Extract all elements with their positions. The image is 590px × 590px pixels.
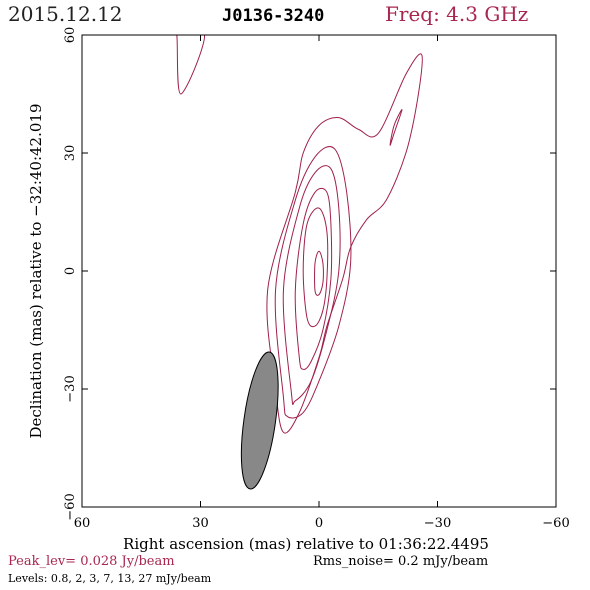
contour-levels-label: Levels: 0.8, 2, 3, 7, 13, 27 mJy/beam — [8, 572, 212, 585]
contour-line-5 — [294, 187, 333, 370]
beam-group — [240, 351, 279, 490]
source-name-title: J0136-3240 — [222, 6, 325, 26]
contour-line-0 — [266, 53, 423, 434]
y-tick-label: −30 — [63, 375, 78, 402]
contour-line-1 — [389, 109, 403, 146]
y-tick-label: 30 — [63, 145, 78, 162]
contour-line-3 — [274, 146, 352, 419]
tick-group: 60 30 0 −30 −60 −60 −30 0 30 60 — [63, 27, 570, 531]
y-tick-label: 0 — [63, 267, 78, 275]
x-tick-label: −30 — [424, 516, 451, 531]
contour-line-4 — [282, 165, 341, 406]
y-axis-label: Declination (mas) relative to −32:40:42.… — [27, 103, 45, 438]
x-tick-label: 0 — [315, 516, 323, 531]
y-tick-label: −60 — [63, 493, 78, 520]
observation-date: 2015.12.12 — [8, 2, 123, 26]
contour-line-2 — [171, 35, 206, 95]
plot-frame — [81, 34, 557, 508]
x-tick-label: 30 — [192, 516, 209, 531]
contour-line-7 — [314, 250, 324, 296]
frequency-label: Freq: 4.3 GHz — [385, 2, 529, 26]
peak-level-label: Peak_lev= 0.028 Jy/beam — [8, 554, 175, 569]
contour-group — [171, 35, 423, 434]
x-tick-label: 60 — [74, 516, 91, 531]
contour-line-6 — [302, 207, 329, 328]
x-axis-label: Right ascension (mas) relative to 01:36:… — [123, 535, 489, 553]
y-tick-label: 60 — [63, 27, 78, 44]
rms-noise-label: Rms_noise= 0.2 mJy/beam — [313, 554, 489, 569]
x-tick-label: −60 — [542, 516, 569, 531]
beam-ellipse — [240, 351, 279, 490]
